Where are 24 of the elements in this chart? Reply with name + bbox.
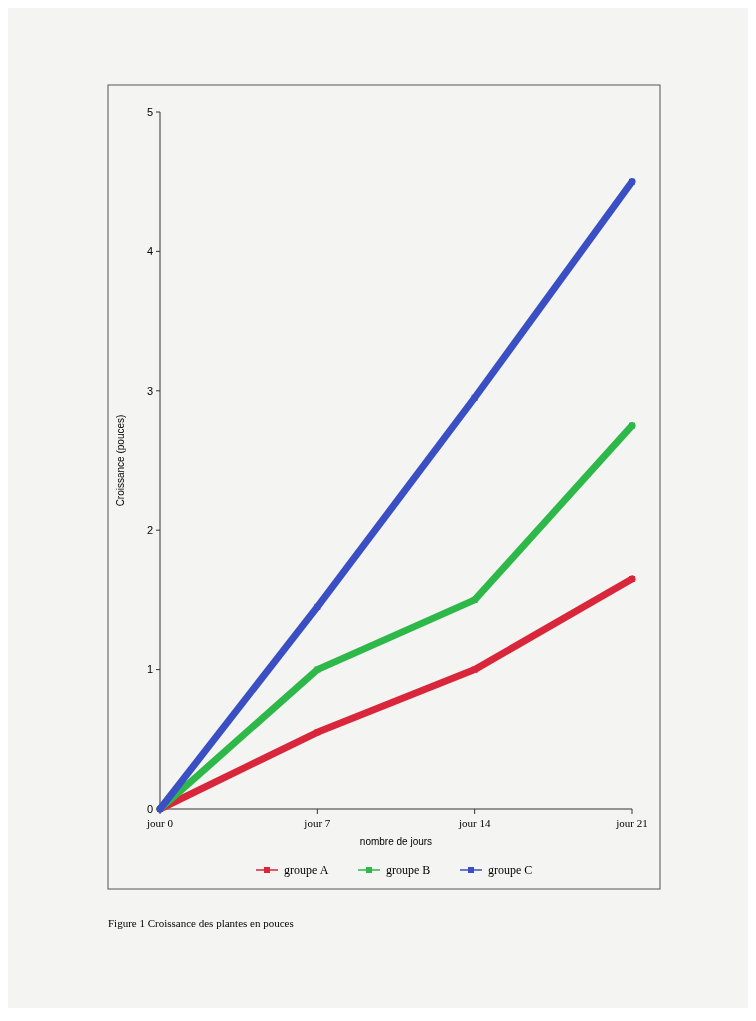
point: [471, 394, 478, 401]
y-tick-label: 0: [146, 802, 153, 815]
point: [471, 666, 478, 673]
legend-label: groupe B: [386, 863, 431, 878]
point: [629, 575, 635, 582]
y-tick-label: 5: [146, 105, 153, 118]
point: [314, 603, 321, 610]
x-tick-label: jour 7: [303, 817, 331, 829]
point: [471, 596, 478, 603]
caption: Figure 1 Croissance des plantes en pouces: [108, 917, 294, 929]
y-tick-label: 1: [146, 663, 153, 676]
point: [629, 178, 635, 185]
point: [314, 666, 321, 673]
legend-label: groupe A: [284, 863, 329, 878]
x-tick-label: jour 0: [146, 817, 174, 829]
y-tick-label: 3: [146, 384, 153, 397]
x-tick-label: jour 14: [457, 817, 491, 829]
y-axis-title: Croissance (pouces): [115, 414, 126, 507]
y-tick-label: 2: [146, 524, 153, 537]
y-tick-label: 4: [146, 245, 153, 258]
x-tick-label: jour 21: [615, 817, 648, 829]
point: [629, 422, 635, 429]
x-axis-title: nombre de jours: [359, 836, 433, 847]
legend-label: groupe C: [488, 863, 533, 878]
